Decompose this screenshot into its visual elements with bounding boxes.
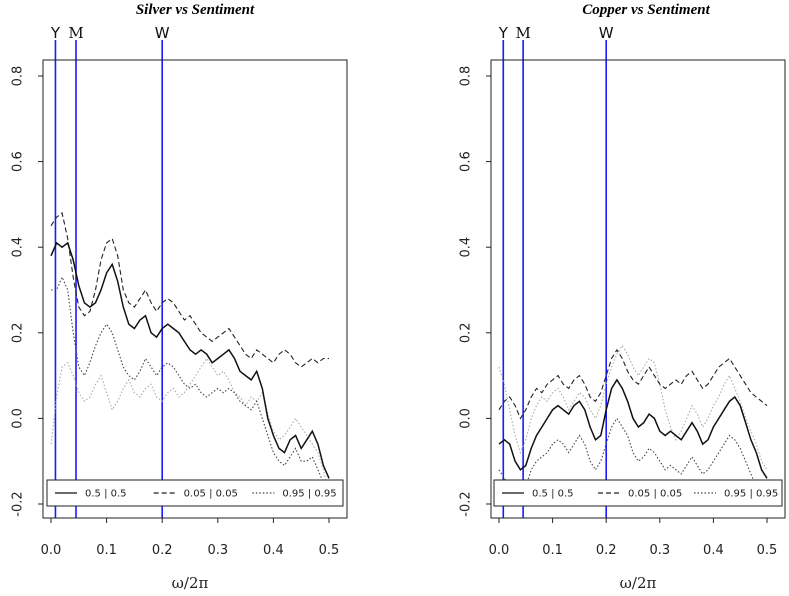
copper-y-tick-label: -0.2	[459, 491, 474, 516]
copper-y-tick-label: 0.4	[459, 237, 474, 258]
copper-plot-frame	[490, 59, 786, 519]
copper-y-tick-label: 0.6	[459, 151, 474, 172]
silver-markers: Y M W	[50, 24, 170, 518]
copper-x-tick-label: 0.5	[757, 543, 778, 558]
silver-x-tick-label: 0.1	[96, 543, 117, 558]
copper-marker-label-m: M	[515, 24, 530, 42]
copper-legend-label: 0.05 | 0.05	[628, 489, 682, 500]
silver-legend-label: 0.5 | 0.5	[85, 489, 127, 500]
silver-series-grey-band	[50, 357, 330, 496]
copper-x-axis: 0.0 0.1 0.2 0.3 0.4 0.5	[489, 518, 778, 558]
silver-x-axis: 0.0 0.1 0.2 0.3 0.4 0.5	[41, 518, 340, 558]
silver-x-axis-label: ω/2π	[172, 574, 209, 592]
silver-y-tick-label: 0.6	[11, 151, 26, 172]
copper-panel: Copper vs Sentiment Y M W -0.2 0.0 0.2	[459, 2, 786, 592]
silver-chart-title: Silver vs Sentiment	[136, 2, 255, 18]
silver-y-tick-label: 0.4	[11, 237, 26, 258]
copper-legend: 0.5 | 0.5 0.05 | 0.05 0.95 | 0.95	[493, 479, 783, 507]
silver-y-tick-label: 0.0	[11, 408, 26, 429]
silver-marker-label-m: M	[68, 24, 83, 42]
silver-y-tick-label: -0.2	[11, 491, 26, 516]
copper-x-tick-label: 0.1	[542, 543, 563, 558]
silver-panel: Silver vs Sentiment Y M W -0.2 0.0 0.2	[11, 2, 348, 592]
copper-series-0.5	[498, 378, 768, 479]
copper-legend-label: 0.5 | 0.5	[532, 489, 574, 500]
silver-marker-label-w: W	[155, 24, 170, 42]
copper-marker-label-y: Y	[498, 24, 509, 42]
copper-y-tick-label: 0.8	[459, 66, 474, 87]
copper-series-0.05	[498, 348, 768, 420]
silver-y-axis: -0.2 0.0 0.2 0.4 0.6 0.8	[11, 66, 43, 517]
copper-x-tick-label: 0.4	[703, 543, 724, 558]
copper-x-tick-label: 0.0	[489, 543, 510, 558]
copper-series-grey-band	[498, 344, 768, 471]
silver-legend-box	[46, 479, 344, 507]
silver-x-tick-label: 0.3	[207, 543, 228, 558]
silver-marker-label-y: Y	[50, 24, 61, 42]
copper-x-axis-label: ω/2π	[620, 574, 657, 592]
silver-y-tick-label: 0.2	[11, 322, 26, 343]
silver-x-tick-label: 0.4	[263, 543, 284, 558]
copper-series-0.95	[498, 417, 768, 506]
copper-y-tick-label: 0.2	[459, 322, 474, 343]
copper-x-tick-label: 0.2	[596, 543, 617, 558]
copper-x-tick-label: 0.3	[649, 543, 670, 558]
silver-series-0.05	[50, 212, 329, 368]
copper-chart-title: Copper vs Sentiment	[582, 2, 710, 18]
silver-series-0.5	[50, 241, 330, 479]
copper-legend-box	[493, 479, 783, 507]
copper-y-axis: -0.2 0.0 0.2 0.4 0.6 0.8	[459, 66, 491, 517]
silver-plot-frame	[42, 59, 348, 519]
copper-series	[498, 344, 768, 506]
silver-x-tick-label: 0.5	[319, 543, 340, 558]
silver-x-tick-label: 0.2	[152, 543, 173, 558]
copper-y-tick-label: 0.0	[459, 408, 474, 429]
silver-series-0.95	[51, 275, 330, 496]
silver-legend-label: 0.05 | 0.05	[184, 489, 238, 500]
copper-marker-label-w: W	[599, 24, 614, 42]
copper-markers: Y M W	[498, 24, 614, 518]
copper-legend-label: 0.95 | 0.95	[724, 489, 778, 500]
silver-legend-label: 0.95 | 0.95	[282, 489, 336, 500]
silver-x-tick-label: 0.0	[41, 543, 62, 558]
silver-y-tick-label: 0.8	[11, 66, 26, 87]
silver-series	[50, 212, 330, 496]
silver-legend: 0.5 | 0.5 0.05 | 0.05 0.95 | 0.95	[46, 479, 344, 507]
